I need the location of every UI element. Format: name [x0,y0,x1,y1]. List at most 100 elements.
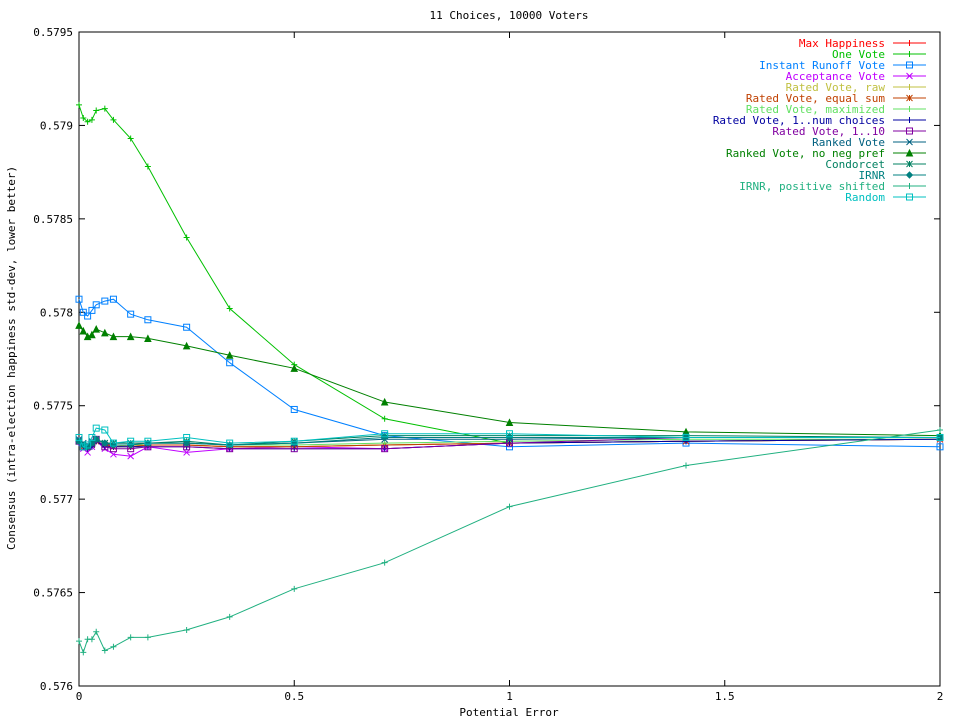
data-point [380,397,389,406]
y-axis-label: Consensus (intra-election happiness std-… [5,166,18,550]
legend-label: Rated Vote, 1..10 [772,125,885,138]
y-tick-label: 0.5795 [33,26,73,39]
series-group [76,427,943,656]
data-point [101,297,109,305]
x-tick-label: 1 [506,690,513,703]
series-line [78,437,940,448]
series-group [75,424,944,451]
legend-label: Ranked Vote, no neg pref [726,147,885,160]
data-point [84,118,91,125]
data-point [505,418,514,427]
data-point [110,116,117,123]
series-group [75,321,944,440]
y-tick-label: 0.5765 [33,587,73,600]
legend-label: Ranked Vote [812,136,885,149]
data-point [76,638,82,645]
data-point [126,332,135,341]
y-tick-label: 0.5785 [33,213,73,226]
data-point [110,450,117,458]
data-point [127,452,135,460]
data-point [88,433,96,441]
data-point [936,433,944,441]
data-point [381,559,388,566]
y-tick-label: 0.578 [40,306,73,319]
data-point [183,234,190,241]
data-point [127,634,134,641]
legend-marker [906,72,913,80]
legend-marker [906,127,913,135]
y-tick-label: 0.579 [40,119,73,132]
series-line [78,427,940,448]
data-point [127,310,135,318]
legend-label: IRNR [859,169,886,182]
data-point [226,359,234,367]
x-tick-label: 2 [937,690,944,703]
data-point [101,439,109,447]
legend-label: IRNR, positive shifted [739,180,885,193]
data-point [290,405,298,413]
data-point [75,321,83,329]
chart-title: 11 Choices, 10000 Voters [430,9,589,22]
legend-marker [906,61,913,69]
data-point [144,163,151,170]
plot-series-group [75,101,944,656]
x-tick-label: 0.5 [284,690,304,703]
data-point [110,643,117,650]
series-line [78,104,941,444]
legend-marker [906,40,913,46]
data-point [79,443,87,451]
data-point [506,503,513,510]
data-point [127,437,135,445]
legend-label: Random [845,191,885,204]
legend-label: One Vote [832,48,885,61]
data-point [75,295,83,303]
data-point [88,636,95,643]
data-point [290,437,298,445]
legend-label: Rated Vote, maximized [746,103,885,116]
legend-label: Instant Runoff Vote [759,59,885,72]
legend-marker [906,84,913,90]
data-point [93,107,100,114]
data-point [80,114,87,121]
data-point [101,328,109,337]
legend-label: Max Happiness [799,37,885,50]
data-point [682,433,690,441]
legend-label: Acceptance Vote [786,70,885,83]
data-point [291,585,298,592]
data-point [84,449,91,456]
x-axis-ticks: 0 0.5 1 1.5 2 [76,32,944,703]
data-point [290,364,299,372]
y-tick-label: 0.5775 [33,400,73,413]
data-point [226,613,233,620]
legend-marker [905,171,914,179]
data-point [109,332,118,341]
data-point [381,430,389,438]
data-point [101,105,108,112]
data-point [79,308,87,316]
legend-marker [906,160,913,168]
data-point [88,330,96,339]
x-tick-label: 1.5 [715,690,735,703]
data-point [183,433,191,441]
x-axis-label: Potential Error [459,706,559,719]
data-point [92,301,100,309]
data-point [226,439,234,447]
data-point [93,628,100,635]
data-point [183,626,190,633]
legend-marker [906,183,913,189]
data-point [144,316,152,324]
data-point [101,426,109,434]
data-point [76,101,82,108]
legend-marker [906,193,913,201]
legend-marker [906,94,913,102]
legend-marker [905,148,914,157]
data-point [75,433,83,441]
data-point [182,439,191,447]
data-point [937,427,943,434]
data-point [88,306,96,314]
data-point [226,305,233,312]
data-point [183,449,190,456]
y-tick-label: 0.577 [40,493,73,506]
